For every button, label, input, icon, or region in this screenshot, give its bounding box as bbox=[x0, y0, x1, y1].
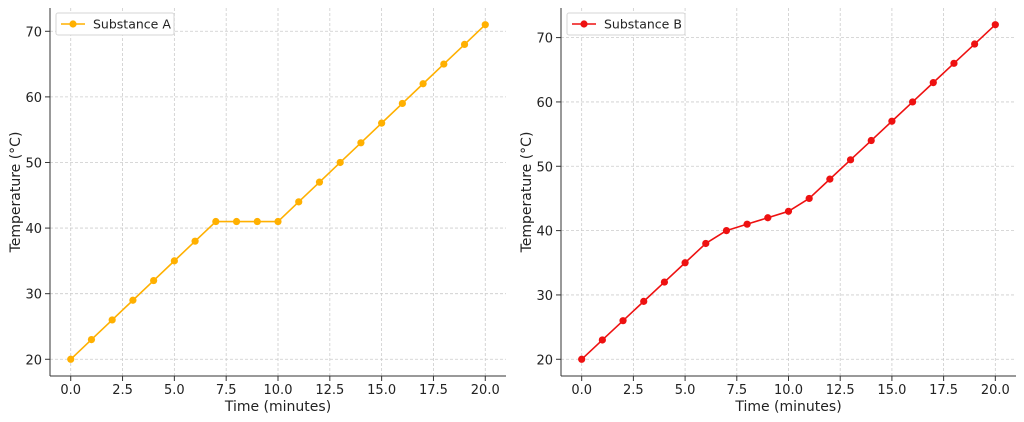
data-point bbox=[129, 296, 137, 304]
y-tick-label: 20 bbox=[536, 353, 553, 368]
legend-marker bbox=[69, 20, 77, 28]
data-point bbox=[67, 355, 75, 363]
data-point bbox=[378, 119, 386, 127]
x-axis-label: Time (minutes) bbox=[224, 399, 331, 415]
chart-2: 0.0 2.5 5.0 7.5 10.0 12.5 15.0 17.5 20.0 20 30 40 50… bbox=[519, 8, 1016, 415]
data-point bbox=[640, 297, 648, 305]
y-tick-label: 30 bbox=[25, 288, 42, 303]
x-tick-label: 10.0 bbox=[264, 383, 293, 398]
data-point bbox=[598, 336, 606, 344]
x-tick-label: 0.0 bbox=[571, 383, 592, 398]
legend: Substance B bbox=[566, 12, 686, 36]
legend-marker bbox=[580, 20, 588, 28]
x-tick-label: 5.0 bbox=[675, 383, 696, 398]
data-point bbox=[846, 156, 855, 164]
y-tick-label: 50 bbox=[536, 160, 553, 175]
x-tick-label: 5.0 bbox=[164, 383, 185, 398]
data-point bbox=[232, 217, 241, 226]
x-tick-label: 12.5 bbox=[826, 383, 855, 398]
data-point bbox=[950, 59, 958, 67]
y-axis-label: Temperature (°C) bbox=[8, 132, 24, 254]
data-point bbox=[253, 217, 261, 226]
data-point bbox=[888, 117, 896, 125]
data-point bbox=[295, 198, 303, 206]
data-point bbox=[150, 276, 158, 285]
data-point bbox=[908, 98, 917, 106]
data-point bbox=[867, 136, 875, 145]
legend: Substance A bbox=[55, 12, 175, 36]
data-point bbox=[764, 214, 772, 222]
data-point bbox=[660, 278, 669, 286]
data-point bbox=[826, 175, 834, 183]
data-point bbox=[619, 317, 627, 325]
x-tick-label: 15.0 bbox=[367, 383, 396, 398]
data-point bbox=[336, 158, 344, 167]
data-point bbox=[805, 194, 813, 203]
legend-label: Substance B bbox=[604, 17, 682, 32]
data-point bbox=[315, 178, 324, 186]
y-tick-label: 60 bbox=[25, 91, 42, 106]
grid bbox=[561, 8, 1016, 376]
y-tick-label: 70 bbox=[536, 32, 553, 47]
x-tick-label: 2.5 bbox=[623, 383, 644, 398]
data-point bbox=[681, 259, 689, 267]
y-tick-label: 50 bbox=[25, 156, 42, 171]
data-point bbox=[398, 99, 406, 108]
y-tick-label: 20 bbox=[25, 353, 42, 368]
x-tick-label: 17.5 bbox=[929, 383, 958, 398]
x-tick-label: 2.5 bbox=[112, 383, 133, 398]
data-point bbox=[929, 79, 937, 87]
data-point bbox=[722, 227, 731, 235]
series-1 bbox=[578, 21, 999, 363]
x-tick-label: 10.0 bbox=[774, 383, 803, 398]
data-point bbox=[274, 217, 282, 226]
legend-box bbox=[55, 12, 175, 36]
data-point bbox=[991, 21, 999, 29]
data-point bbox=[440, 60, 448, 68]
legend-box bbox=[566, 12, 686, 36]
x-tick-label: 0.0 bbox=[60, 383, 81, 398]
grid bbox=[50, 8, 506, 376]
x-tick-label: 20.0 bbox=[981, 383, 1010, 398]
y-tick-label: 40 bbox=[25, 222, 42, 237]
data-point bbox=[460, 40, 469, 49]
data-point bbox=[108, 316, 116, 324]
legend-label: Substance A bbox=[93, 17, 171, 32]
data-point bbox=[481, 21, 489, 29]
y-axis-label: Temperature (°C) bbox=[519, 132, 535, 254]
x-tick-label: 12.5 bbox=[315, 383, 344, 398]
data-point bbox=[784, 207, 793, 215]
data-point bbox=[419, 80, 427, 88]
x-tick-label: 17.5 bbox=[419, 383, 448, 398]
data-point bbox=[212, 217, 220, 226]
data-point bbox=[743, 220, 751, 228]
y-tick-label: 60 bbox=[536, 96, 553, 111]
y-tick-label: 70 bbox=[25, 25, 42, 40]
x-tick-label: 15.0 bbox=[877, 383, 906, 398]
x-tick-label: 7.5 bbox=[216, 383, 237, 398]
data-point bbox=[702, 239, 710, 248]
data-point bbox=[191, 237, 199, 245]
x-axis-label: Time (minutes) bbox=[734, 399, 841, 415]
y-tick-label: 40 bbox=[536, 225, 553, 240]
series-1 bbox=[67, 21, 489, 363]
x-tick-label: 20.0 bbox=[471, 383, 500, 398]
data-point bbox=[170, 257, 178, 265]
x-tick-label: 7.5 bbox=[726, 383, 747, 398]
data-point bbox=[357, 139, 365, 147]
data-point bbox=[87, 335, 96, 344]
data-point bbox=[578, 355, 586, 363]
y-tick-label: 30 bbox=[536, 289, 553, 304]
chart-1: 0.0 2.5 5.0 7.5 10.0 12.5 15.0 17.5 20.0 20 30 40 50… bbox=[8, 8, 506, 415]
data-point bbox=[971, 40, 979, 48]
